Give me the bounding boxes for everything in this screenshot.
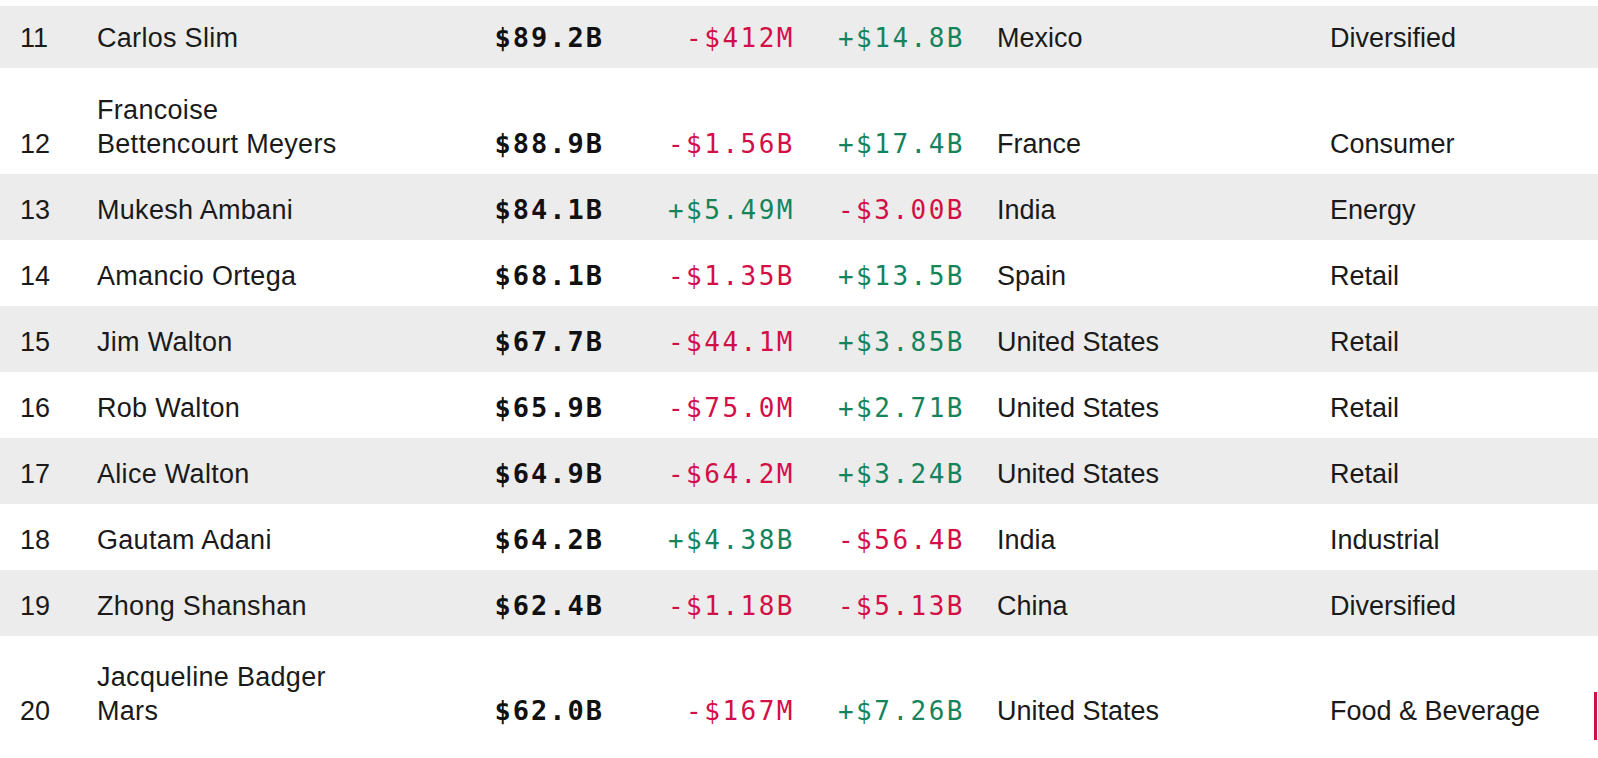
- table-row[interactable]: 15 Jim Walton $67.7B -$44.1M +$3.85B Uni…: [0, 306, 1598, 372]
- country-cell: United States: [965, 372, 1330, 438]
- industry-cell: Food & Beverage: [1330, 636, 1598, 758]
- net-worth-cell: $67.7B: [347, 306, 604, 372]
- rank-cell: 11: [0, 6, 97, 68]
- net-worth-cell: $64.2B: [347, 504, 604, 570]
- industry-cell: Diversified: [1330, 570, 1598, 636]
- table-row[interactable]: 11 Carlos Slim $89.2B -$412M +$14.8B Mex…: [0, 6, 1598, 68]
- ytd-change-cell: -$5.13B: [795, 570, 965, 636]
- rank-cell: 13: [0, 174, 97, 240]
- ytd-change-cell: +$7.26B: [795, 636, 965, 758]
- country-cell: United States: [965, 438, 1330, 504]
- billionaires-ranking-table: 11 Carlos Slim $89.2B -$412M +$14.8B Mex…: [0, 0, 1598, 758]
- ytd-change-cell: +$2.71B: [795, 372, 965, 438]
- industry-cell: Energy: [1330, 174, 1598, 240]
- country-cell: India: [965, 174, 1330, 240]
- daily-change-cell: +$4.38B: [604, 504, 795, 570]
- rank-cell: 15: [0, 306, 97, 372]
- rank-cell: 19: [0, 570, 97, 636]
- country-cell: India: [965, 504, 1330, 570]
- daily-change-cell: -$1.18B: [604, 570, 795, 636]
- table-row[interactable]: 20 Jacqueline Badger Mars $62.0B -$167M …: [0, 636, 1598, 758]
- name-cell[interactable]: Alice Walton: [97, 438, 347, 504]
- table-row[interactable]: 18 Gautam Adani $64.2B +$4.38B -$56.4B I…: [0, 504, 1598, 570]
- name-cell[interactable]: Jacqueline Badger Mars: [97, 636, 347, 758]
- country-cell: Spain: [965, 240, 1330, 306]
- name-cell[interactable]: Carlos Slim: [97, 6, 347, 68]
- table-row[interactable]: 13 Mukesh Ambani $84.1B +$5.49M -$3.00B …: [0, 174, 1598, 240]
- name-cell[interactable]: Francoise Bettencourt Meyers: [97, 68, 347, 174]
- industry-cell: Industrial: [1330, 504, 1598, 570]
- net-worth-cell: $64.9B: [347, 438, 604, 504]
- industry-cell: Consumer: [1330, 68, 1598, 174]
- ytd-change-cell: -$3.00B: [795, 174, 965, 240]
- industry-cell: Retail: [1330, 438, 1598, 504]
- net-worth-cell: $84.1B: [347, 174, 604, 240]
- rank-cell: 18: [0, 504, 97, 570]
- daily-change-cell: -$1.56B: [604, 68, 795, 174]
- ytd-change-cell: +$13.5B: [795, 240, 965, 306]
- rank-cell: 14: [0, 240, 97, 306]
- daily-change-cell: -$167M: [604, 636, 795, 758]
- name-cell[interactable]: Rob Walton: [97, 372, 347, 438]
- daily-change-cell: -$64.2M: [604, 438, 795, 504]
- rank-cell: 16: [0, 372, 97, 438]
- ytd-change-cell: +$3.85B: [795, 306, 965, 372]
- name-cell[interactable]: Zhong Shanshan: [97, 570, 347, 636]
- daily-change-cell: -$75.0M: [604, 372, 795, 438]
- daily-change-cell: -$412M: [604, 6, 795, 68]
- ytd-change-cell: +$14.8B: [795, 6, 965, 68]
- table-row[interactable]: 19 Zhong Shanshan $62.4B -$1.18B -$5.13B…: [0, 570, 1598, 636]
- daily-change-cell: +$5.49M: [604, 174, 795, 240]
- rank-cell: 20: [0, 636, 97, 758]
- country-cell: United States: [965, 306, 1330, 372]
- industry-cell: Retail: [1330, 306, 1598, 372]
- country-cell: Mexico: [965, 6, 1330, 68]
- industry-cell: Diversified: [1330, 6, 1598, 68]
- net-worth-cell: $65.9B: [347, 372, 604, 438]
- table-row[interactable]: 17 Alice Walton $64.9B -$64.2M +$3.24B U…: [0, 438, 1598, 504]
- net-worth-cell: $88.9B: [347, 68, 604, 174]
- daily-change-cell: -$1.35B: [604, 240, 795, 306]
- ytd-change-cell: +$3.24B: [795, 438, 965, 504]
- ytd-change-cell: +$17.4B: [795, 68, 965, 174]
- net-worth-cell: $68.1B: [347, 240, 604, 306]
- name-cell[interactable]: Amancio Ortega: [97, 240, 347, 306]
- net-worth-cell: $89.2B: [347, 6, 604, 68]
- name-cell[interactable]: Jim Walton: [97, 306, 347, 372]
- industry-cell: Retail: [1330, 372, 1598, 438]
- table-row[interactable]: 16 Rob Walton $65.9B -$75.0M +$2.71B Uni…: [0, 372, 1598, 438]
- country-cell: United States: [965, 636, 1330, 758]
- red-edge-marker: [1594, 692, 1597, 740]
- country-cell: China: [965, 570, 1330, 636]
- industry-cell: Retail: [1330, 240, 1598, 306]
- table-row[interactable]: 12 Francoise Bettencourt Meyers $88.9B -…: [0, 68, 1598, 174]
- name-cell[interactable]: Mukesh Ambani: [97, 174, 347, 240]
- rank-cell: 12: [0, 68, 97, 174]
- country-cell: France: [965, 68, 1330, 174]
- ytd-change-cell: -$56.4B: [795, 504, 965, 570]
- ranking-table: 11 Carlos Slim $89.2B -$412M +$14.8B Mex…: [0, 6, 1598, 758]
- table-row[interactable]: 14 Amancio Ortega $68.1B -$1.35B +$13.5B…: [0, 240, 1598, 306]
- daily-change-cell: -$44.1M: [604, 306, 795, 372]
- rank-cell: 17: [0, 438, 97, 504]
- name-cell[interactable]: Gautam Adani: [97, 504, 347, 570]
- net-worth-cell: $62.4B: [347, 570, 604, 636]
- net-worth-cell: $62.0B: [347, 636, 604, 758]
